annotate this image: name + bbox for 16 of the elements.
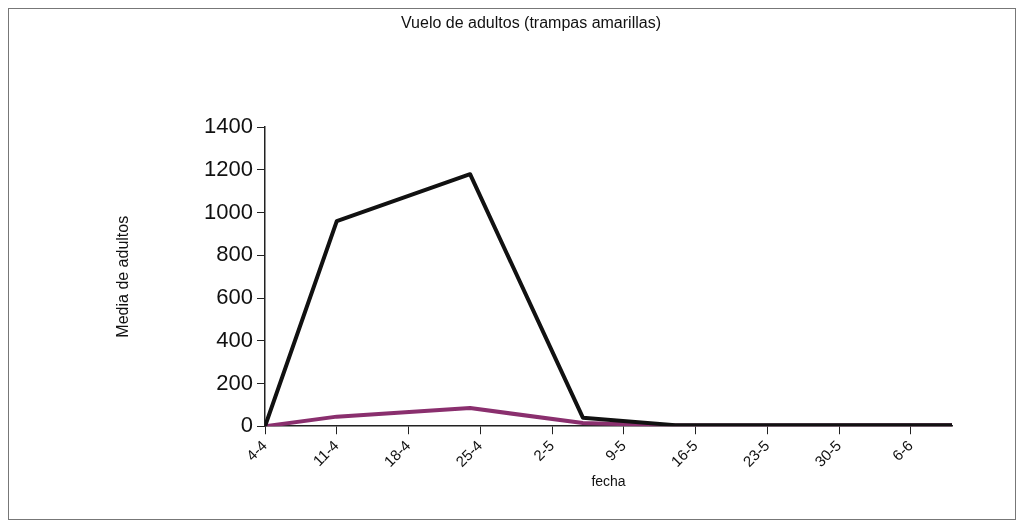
y-tick-label: 400 [216, 326, 253, 352]
x-tick-label: 4-4 [242, 436, 271, 464]
y-tick-label: 200 [216, 369, 253, 395]
x-axis-title: fecha [591, 473, 626, 490]
x-tick-label: 2-5 [529, 436, 558, 464]
y-tick-label: 1400 [204, 113, 253, 139]
y-tick-label: 1000 [204, 198, 253, 224]
x-tick-label: 11-4 [309, 436, 342, 470]
x-tick-label: 6-6 [888, 436, 917, 464]
y-tick-label: 600 [216, 284, 253, 310]
y-tick-label: 800 [216, 241, 253, 267]
y-tick-label: 0 [240, 412, 253, 438]
chart-title: Vuelo de adultos (trampas amarillas) [401, 14, 661, 32]
y-tick-label: 1200 [204, 155, 253, 181]
x-tick-label: 9-5 [601, 436, 629, 464]
y-axis-title: Media de adultos [114, 215, 132, 338]
